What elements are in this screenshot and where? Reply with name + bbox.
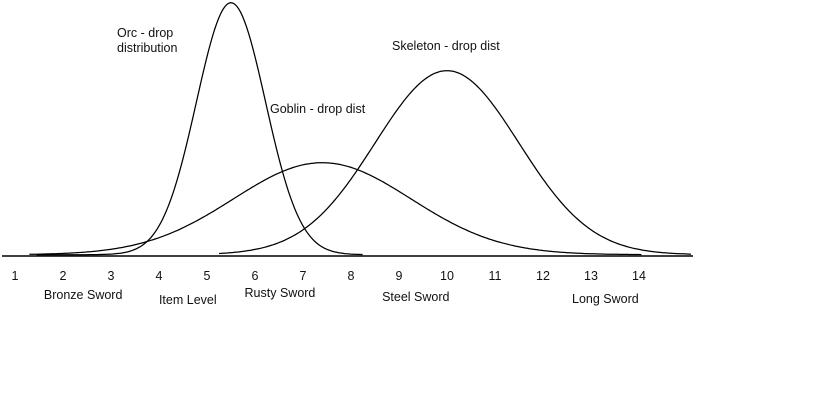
x-tick-label-1: 1 — [11, 269, 19, 283]
x-tick-label-9: 9 — [395, 269, 403, 283]
curve-label-goblin: Goblin - drop dist — [270, 102, 366, 116]
x-tick-label-2: 2 — [59, 269, 67, 283]
x-axis-title: Item Level — [158, 293, 217, 307]
item-label-bronze-sword: Bronze Sword — [43, 288, 123, 302]
x-tick-label-5: 5 — [203, 269, 211, 283]
item-label-steel-sword: Steel Sword — [382, 290, 450, 304]
x-tick-label-7: 7 — [299, 269, 307, 283]
x-tick-label-11: 11 — [488, 269, 502, 283]
item-label-rusty-sword: Rusty Sword — [244, 286, 316, 300]
curve-orc — [36, 2, 363, 256]
x-tick-label-10: 10 — [440, 269, 454, 283]
x-tick-label-12: 12 — [536, 269, 550, 283]
x-tick-label-8: 8 — [347, 269, 355, 283]
x-tick-label-13: 13 — [584, 269, 598, 283]
curve-label-skeleton: Skeleton - drop dist — [392, 39, 500, 53]
x-tick-label-4: 4 — [155, 269, 163, 283]
item-label-long-sword: Long Sword — [572, 292, 639, 306]
curve-label-orc: Orc - drop distribution — [117, 26, 178, 55]
curve-skeleton — [218, 70, 691, 255]
curve-goblin — [29, 162, 642, 256]
x-tick-label-3: 3 — [107, 269, 115, 283]
x-tick-label-14: 14 — [632, 269, 646, 283]
x-tick-label-6: 6 — [251, 269, 259, 283]
